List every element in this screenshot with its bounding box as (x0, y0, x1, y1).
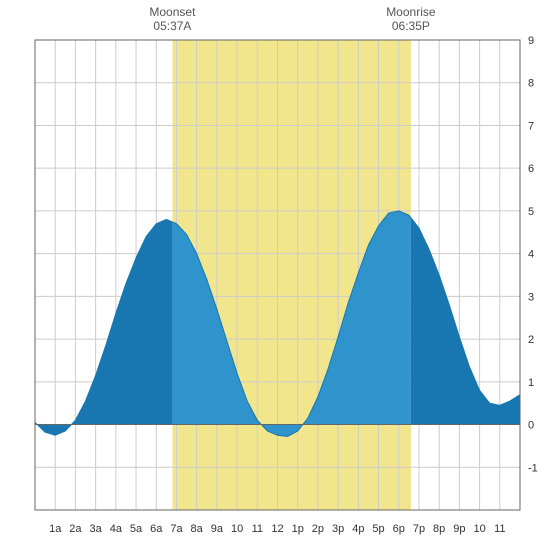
x-tick-label: 1p (292, 523, 304, 535)
x-tick-label: 7p (413, 523, 425, 535)
x-tick-label: 7a (170, 523, 183, 535)
x-tick-label: 11 (494, 523, 505, 535)
moonset-time: 05:37A (153, 19, 191, 33)
x-tick-label: 6p (393, 523, 405, 535)
y-tick-label: 3 (528, 291, 534, 303)
y-tick-label: 7 (528, 120, 534, 132)
x-tick-label: 5p (372, 523, 384, 535)
moonset-label: Moonset (149, 5, 196, 19)
y-tick-label: 2 (528, 334, 534, 346)
y-tick-label: 8 (528, 78, 534, 90)
x-tick-label: 5a (130, 523, 143, 535)
moonrise-time: 06:35P (392, 19, 430, 33)
x-tick-label: 11 (252, 523, 263, 535)
y-tick-label: -1 (528, 462, 538, 474)
x-tick-label: 10 (231, 523, 243, 535)
y-tick-label: 6 (528, 163, 534, 175)
y-tick-label: 5 (528, 206, 534, 218)
x-tick-label: 8p (433, 523, 445, 535)
x-tick-label: 12 (271, 523, 283, 535)
chart-svg: -101234567891a2a3a4a5a6a7a8a9a1011121p2p… (0, 0, 550, 550)
x-tick-label: 2p (312, 523, 324, 535)
x-tick-label: 4p (352, 523, 364, 535)
x-tick-label: 2a (69, 523, 82, 535)
y-tick-label: 4 (528, 249, 534, 261)
x-tick-label: 6a (150, 523, 163, 535)
x-tick-label: 8a (191, 523, 204, 535)
moonrise-label: Moonrise (386, 5, 436, 19)
x-tick-label: 9p (453, 523, 465, 535)
x-tick-label: 3a (90, 523, 103, 535)
x-tick-label: 3p (332, 523, 344, 535)
y-tick-label: 1 (528, 377, 534, 389)
y-tick-label: 0 (528, 420, 534, 432)
tide-chart: -101234567891a2a3a4a5a6a7a8a9a1011121p2p… (0, 0, 550, 550)
x-tick-label: 10 (473, 523, 485, 535)
x-tick-label: 4a (110, 523, 123, 535)
x-tick-label: 9a (211, 523, 224, 535)
x-tick-label: 1a (49, 523, 62, 535)
y-tick-label: 9 (528, 35, 534, 47)
